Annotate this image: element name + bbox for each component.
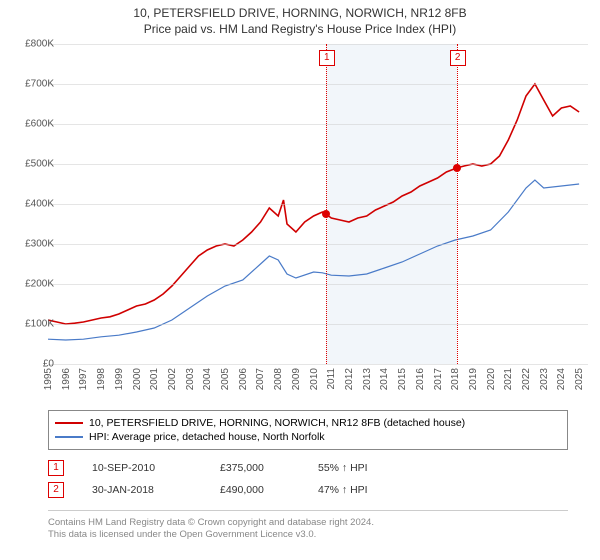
x-tick-label: 2003 — [185, 368, 196, 390]
x-tick-label: 2007 — [255, 368, 266, 390]
legend-row-hpi: HPI: Average price, detached house, Nort… — [55, 431, 561, 443]
x-tick-label: 2022 — [521, 368, 532, 390]
title-line2: Price paid vs. HM Land Registry's House … — [0, 22, 600, 38]
event-pct-1: 55% ↑ HPI — [318, 462, 418, 474]
legend: 10, PETERSFIELD DRIVE, HORNING, NORWICH,… — [48, 410, 568, 450]
x-tick-label: 2015 — [397, 368, 408, 390]
x-tick-label: 2021 — [503, 368, 514, 390]
y-tick-label: £100K — [25, 319, 54, 330]
event-marker-2: 2 — [48, 482, 64, 498]
event-price-1: £375,000 — [220, 462, 290, 474]
x-tick-label: 2001 — [149, 368, 160, 390]
x-tick-label: 2000 — [132, 368, 143, 390]
marker-line-2 — [457, 44, 458, 364]
legend-row-property: 10, PETERSFIELD DRIVE, HORNING, NORWICH,… — [55, 417, 561, 429]
x-tick-label: 1998 — [96, 368, 107, 390]
x-tick-label: 1999 — [114, 368, 125, 390]
gridline — [48, 44, 588, 45]
marker-box-2: 2 — [450, 50, 466, 66]
x-tick-label: 1995 — [43, 368, 54, 390]
y-tick-label: £600K — [25, 119, 54, 130]
legend-label-property: 10, PETERSFIELD DRIVE, HORNING, NORWICH,… — [89, 417, 465, 429]
chart-area: 12 — [48, 44, 588, 364]
x-tick-label: 2018 — [450, 368, 461, 390]
x-tick-label: 2005 — [220, 368, 231, 390]
attribution-line1: Contains HM Land Registry data © Crown c… — [48, 517, 568, 529]
event-row-1: 1 10-SEP-2010 £375,000 55% ↑ HPI — [48, 460, 568, 476]
gridline — [48, 324, 588, 325]
marker-box-1: 1 — [319, 50, 335, 66]
x-tick-label: 2016 — [415, 368, 426, 390]
marker-dot-1 — [322, 210, 330, 218]
x-tick-label: 1996 — [61, 368, 72, 390]
chart-container: 10, PETERSFIELD DRIVE, HORNING, NORWICH,… — [0, 0, 600, 560]
title-line1: 10, PETERSFIELD DRIVE, HORNING, NORWICH,… — [0, 6, 600, 22]
gridline — [48, 284, 588, 285]
legend-swatch-property — [55, 422, 83, 424]
y-tick-label: £300K — [25, 239, 54, 250]
gridline — [48, 204, 588, 205]
y-tick-label: £800K — [25, 39, 54, 50]
gridline — [48, 364, 588, 365]
x-tick-label: 2011 — [326, 368, 337, 390]
x-tick-label: 2014 — [379, 368, 390, 390]
y-tick-label: £700K — [25, 79, 54, 90]
event-pct-2: 47% ↑ HPI — [318, 484, 418, 496]
event-row-2: 2 30-JAN-2018 £490,000 47% ↑ HPI — [48, 482, 568, 498]
attribution: Contains HM Land Registry data © Crown c… — [48, 510, 568, 541]
gridline — [48, 164, 588, 165]
x-tick-label: 2008 — [273, 368, 284, 390]
y-tick-label: £400K — [25, 199, 54, 210]
gridline — [48, 84, 588, 85]
x-tick-label: 1997 — [78, 368, 89, 390]
x-tick-label: 2025 — [574, 368, 585, 390]
event-price-2: £490,000 — [220, 484, 290, 496]
x-tick-label: 2019 — [468, 368, 479, 390]
event-marker-1: 1 — [48, 460, 64, 476]
marker-dot-2 — [453, 164, 461, 172]
x-tick-label: 2012 — [344, 368, 355, 390]
legend-label-hpi: HPI: Average price, detached house, Nort… — [89, 431, 325, 443]
legend-swatch-hpi — [55, 436, 83, 438]
x-tick-label: 2013 — [362, 368, 373, 390]
x-tick-label: 2017 — [433, 368, 444, 390]
title-block: 10, PETERSFIELD DRIVE, HORNING, NORWICH,… — [0, 0, 600, 37]
x-tick-label: 2010 — [309, 368, 320, 390]
gridline — [48, 244, 588, 245]
event-date-1: 10-SEP-2010 — [92, 462, 192, 474]
x-tick-label: 2004 — [202, 368, 213, 390]
x-tick-label: 2024 — [556, 368, 567, 390]
gridline — [48, 124, 588, 125]
y-tick-label: £200K — [25, 279, 54, 290]
x-tick-label: 2023 — [539, 368, 550, 390]
x-tick-label: 2020 — [486, 368, 497, 390]
x-tick-label: 2009 — [291, 368, 302, 390]
attribution-line2: This data is licensed under the Open Gov… — [48, 529, 568, 541]
x-tick-label: 2002 — [167, 368, 178, 390]
y-tick-label: £500K — [25, 159, 54, 170]
marker-line-1 — [326, 44, 327, 364]
event-date-2: 30-JAN-2018 — [92, 484, 192, 496]
events-table: 1 10-SEP-2010 £375,000 55% ↑ HPI 2 30-JA… — [48, 454, 568, 504]
x-tick-label: 2006 — [238, 368, 249, 390]
